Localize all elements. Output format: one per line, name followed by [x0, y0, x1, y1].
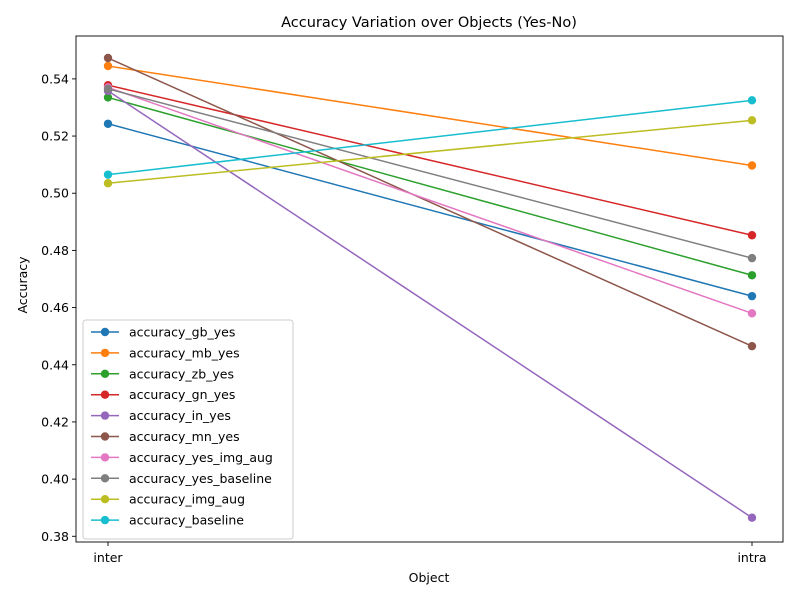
legend-entry: accuracy_yes_img_aug	[91, 450, 273, 465]
series-line	[107, 88, 753, 259]
data-point	[103, 93, 113, 102]
y-tick-label: 0.48	[41, 243, 69, 258]
y-axis-label: Accuracy	[15, 256, 30, 314]
legend-label: accuracy_mb_yes	[129, 345, 240, 360]
y-tick-label: 0.40	[41, 472, 69, 487]
series-accuracy_zb_yes	[103, 93, 757, 280]
series-accuracy_yes_img_aug	[103, 83, 757, 318]
series-accuracy_yes_baseline	[103, 84, 757, 263]
legend-label: accuracy_yes_img_aug	[129, 450, 273, 465]
legend-marker	[100, 495, 110, 504]
series-line	[107, 65, 753, 167]
y-tick-label: 0.44	[41, 357, 69, 372]
legend-label: accuracy_baseline	[129, 513, 244, 528]
y-tick-label: 0.38	[41, 529, 69, 544]
data-point	[747, 309, 757, 318]
y-tick-label: 0.54	[41, 71, 69, 86]
legend-marker	[100, 369, 110, 378]
legend-box	[82, 319, 294, 540]
legend-marker	[100, 327, 110, 337]
legend: accuracy_gb_yes accuracy_mb_yes accuracy_z…	[82, 319, 294, 540]
legend-label: accuracy_yes_baseline	[129, 471, 272, 486]
series-line	[107, 86, 753, 315]
series-accuracy_img_aug	[103, 116, 757, 188]
y-tick-label: 0.42	[41, 414, 69, 429]
series-line	[107, 119, 753, 184]
data-point	[747, 253, 757, 263]
data-point	[103, 61, 113, 71]
legend-marker	[100, 348, 110, 358]
legend-entry: accuracy_gn_yes	[91, 387, 235, 402]
data-point	[747, 271, 757, 280]
x-tick-label: intra	[737, 550, 766, 565]
legend-label: accuracy_gb_yes	[129, 325, 235, 340]
legend-label: accuracy_zb_yes	[129, 366, 234, 381]
x-axis-label: Object	[409, 570, 450, 585]
series-line	[107, 123, 753, 297]
y-tick-label: 0.46	[41, 300, 69, 315]
data-point	[747, 341, 757, 351]
series-accuracy_gb_yes	[103, 119, 757, 301]
series-accuracy_baseline	[103, 96, 757, 179]
legend-label: accuracy_in_yes	[129, 408, 231, 423]
series-line	[107, 84, 753, 236]
plot-area	[103, 53, 757, 522]
data-point	[103, 84, 113, 94]
data-point	[103, 179, 113, 188]
legend-marker	[100, 515, 110, 525]
chart-title: Accuracy Variation over Objects (Yes-No)	[281, 15, 577, 31]
legend-entry: accuracy_mn_yes	[91, 429, 240, 444]
data-point	[747, 513, 757, 522]
series-accuracy_mb_yes	[103, 61, 757, 170]
legend-entry: accuracy_gb_yes	[91, 325, 235, 340]
series-line	[107, 96, 753, 277]
legend-label: accuracy_img_aug	[129, 492, 245, 507]
y-tick-label: 0.52	[41, 129, 69, 144]
series-accuracy_gn_yes	[103, 80, 757, 240]
series-accuracy_mn_yes	[103, 53, 757, 351]
legend-entry: accuracy_baseline	[91, 513, 244, 528]
data-point	[747, 231, 757, 240]
legend-entry: accuracy_img_aug	[91, 492, 245, 507]
legend-marker	[100, 474, 110, 483]
legend-marker	[100, 432, 110, 441]
legend-marker	[100, 453, 110, 462]
series-line	[107, 99, 753, 176]
legend-marker	[100, 411, 110, 420]
legend-entry: accuracy_zb_yes	[91, 366, 234, 381]
data-point	[103, 119, 113, 128]
data-point	[747, 161, 757, 170]
legend-label: accuracy_mn_yes	[129, 429, 240, 444]
axes-frame	[75, 35, 784, 543]
data-point	[747, 96, 757, 105]
series-line	[107, 57, 753, 347]
legend-entry: accuracy_mb_yes	[91, 345, 240, 360]
legend-entry: accuracy_in_yes	[91, 408, 231, 423]
x-tick-label: inter	[93, 550, 123, 565]
data-point	[103, 170, 113, 179]
legend-marker	[100, 390, 110, 399]
data-point	[103, 53, 113, 63]
data-point	[747, 116, 757, 125]
legend-label: accuracy_gn_yes	[129, 387, 235, 402]
y-tick-label: 0.50	[41, 186, 69, 201]
axes: 0.38 0.40 0.42 0.44 0.46 0.48 0.50 0.52 0.54 inte…	[41, 35, 784, 565]
data-point	[747, 291, 757, 301]
legend-entry: accuracy_yes_baseline	[91, 471, 272, 486]
